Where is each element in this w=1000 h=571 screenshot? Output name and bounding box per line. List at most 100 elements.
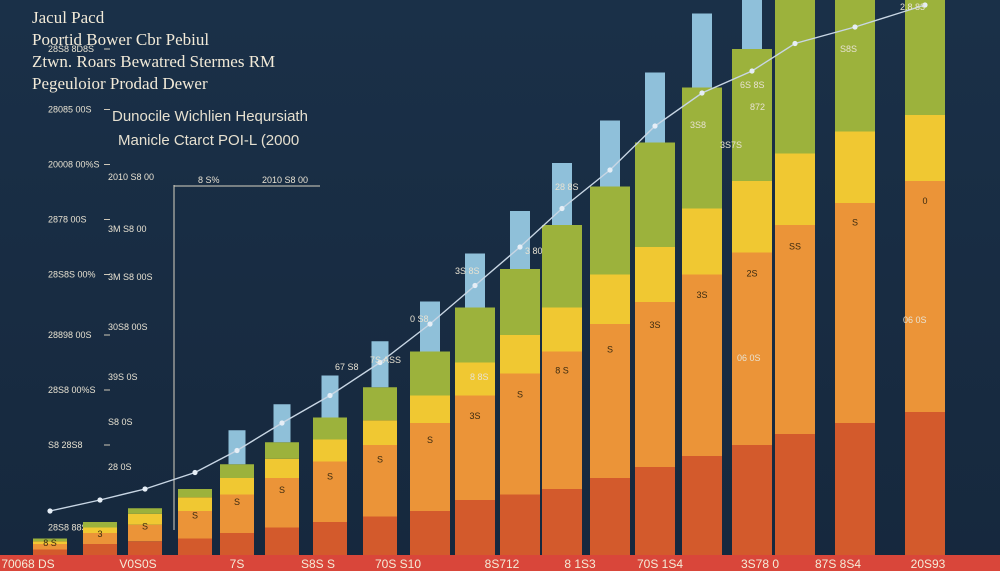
bar-segment-red: [905, 412, 945, 555]
trend-point: [97, 497, 103, 503]
bar-segment-orange: [905, 181, 945, 412]
bar-value-label: 3S: [696, 290, 707, 300]
y-tick-label: 28S8S 00%: [48, 270, 96, 280]
bar-segment-orange: [775, 225, 815, 434]
bar-value-label: S: [142, 521, 148, 531]
bar-segment-orange: [410, 423, 450, 511]
bar-segment-orange: [500, 373, 540, 495]
annotation-label: 3S 8S: [455, 266, 480, 276]
x-axis-band: [0, 555, 1000, 571]
header-line-2: Poortid Bower Cbr Pebiul: [32, 30, 210, 49]
bar-cap: [692, 13, 712, 88]
trend-point: [607, 167, 613, 173]
bar-segment-red: [178, 538, 212, 555]
x-tick-label: 8 1S3: [564, 557, 596, 571]
bar-value-label: 8 S: [43, 538, 57, 548]
x-tick-label: 87S 8S4: [815, 557, 861, 571]
bar-segment-yellow: [220, 478, 254, 495]
bar-segment-yellow: [635, 247, 675, 302]
x-tick-label: 8S712: [485, 557, 520, 571]
chart-title: Dunocile Wichlien Heqursiath: [112, 108, 308, 125]
bar-value-label: S: [377, 455, 383, 465]
inner-axis-label: 28 0S: [108, 462, 132, 472]
bar-segment-red: [682, 456, 722, 555]
annotation-label: 2.8 83: [900, 2, 925, 12]
bar-segment-orange: [590, 324, 630, 478]
annotation-label: 7S ASS: [370, 355, 401, 365]
bar-cap: [600, 120, 620, 187]
bar-segment-orange: [635, 302, 675, 467]
bar-segment-olive: [590, 186, 630, 275]
x-tick-label: 70S 1S4: [637, 557, 683, 571]
inner-axis-label: 30S8 00S: [108, 322, 148, 332]
bar-value-label: S: [192, 511, 198, 521]
bar-cap: [465, 253, 485, 308]
bar-segment-orange: [33, 544, 67, 550]
y-tick-label: 20008 00%S: [48, 160, 100, 170]
bar-value-label: 3S: [649, 320, 660, 330]
bar-segment-olive: [265, 442, 299, 459]
bar-segment-olive: [835, 0, 875, 132]
bar-value-label: 0: [922, 196, 927, 206]
trend-point: [279, 420, 285, 426]
annotation-label: 3S8: [690, 120, 706, 130]
x-tick-label: S8S S: [301, 557, 335, 571]
bar-segment-olive: [313, 417, 347, 440]
annotation-label: 06 0S: [903, 315, 927, 325]
y-tick-label: 28S8 8D8S: [48, 44, 94, 54]
bar-segment-red: [410, 511, 450, 555]
bar-segment-red: [635, 467, 675, 555]
bar-segment-red: [128, 541, 162, 555]
bar-segment-yellow: [732, 181, 772, 253]
bar-segment-red: [33, 549, 67, 555]
bar-segment-orange: [682, 274, 722, 456]
bar-value-label: SS: [789, 241, 801, 251]
bar-segment-yellow: [775, 153, 815, 225]
x-tick-label: 3S78 0: [741, 557, 779, 571]
bar-value-label: S: [327, 471, 333, 481]
bar-segment-yellow: [128, 513, 162, 525]
bar-segment-olive: [128, 508, 162, 514]
bar-segment-orange: [455, 395, 495, 500]
annotation-label: 67 S8: [335, 362, 359, 372]
bar-segment-orange: [83, 533, 117, 544]
trend-point: [792, 40, 798, 47]
annotation-label: 06 0S: [737, 353, 761, 363]
bar-segment-olive: [220, 464, 254, 478]
bar-segment-red: [220, 533, 254, 555]
bar-segment-olive: [635, 142, 675, 247]
bar-segment-red: [775, 434, 815, 555]
bar-value-label: S: [234, 497, 240, 507]
bar-cap: [510, 211, 530, 269]
annotation-label: 6S 8S: [740, 80, 765, 90]
trend-point: [234, 447, 240, 454]
header-line-3: Ztwn. Roars Bewatred Stermes RM: [32, 52, 276, 71]
bar-segment-orange: [178, 511, 212, 539]
bar-segment-olive: [542, 225, 582, 308]
bar-value-label: 2S: [746, 269, 757, 279]
bar-segment-olive: [905, 0, 945, 115]
bar-segment-red: [313, 522, 347, 555]
bar-segment-yellow: [542, 307, 582, 352]
trend-point: [922, 2, 928, 8]
trend-point: [517, 244, 523, 250]
bar-segment-red: [83, 544, 117, 555]
bar-segment-olive: [363, 387, 397, 421]
x-tick-label: 20S93: [911, 557, 946, 571]
bar-segment-olive: [33, 538, 67, 542]
y-tick-label: 28898 00S: [48, 330, 92, 340]
trend-point: [47, 508, 53, 514]
bar-segment-olive: [83, 522, 117, 528]
bar-segment-orange: [542, 351, 582, 489]
bar-value-label: S: [852, 217, 858, 227]
y-tick-label: 28085 00S: [48, 105, 92, 115]
bar-segment-olive: [455, 307, 495, 363]
trend-point: [559, 205, 565, 212]
inner-axis-label: 3M S8 00S: [108, 272, 153, 282]
bar-segment-olive: [410, 351, 450, 396]
bar-segment-orange: [128, 524, 162, 542]
chart-subtitle: Manicle Ctarct POI-L (2000: [118, 132, 300, 149]
bar-value-label: S: [607, 344, 613, 354]
